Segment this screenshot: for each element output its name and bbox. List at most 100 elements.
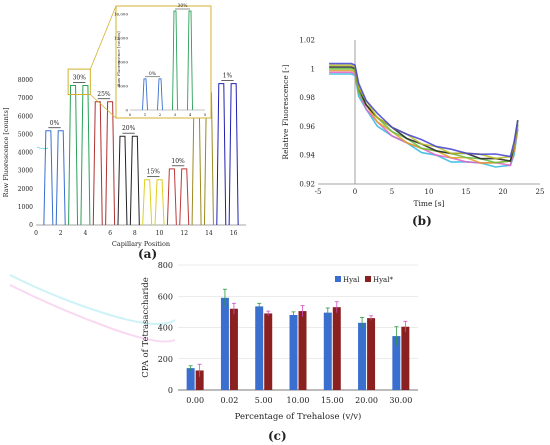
panel-a-inset-x-tick-2: 2	[159, 112, 162, 117]
panel-a-y-tick-5000: 5000	[18, 131, 33, 138]
panel-a-x-tick-16: 16	[230, 230, 238, 237]
panel-a-peak-label-1: 30%	[73, 74, 87, 81]
panel-b-y-tick-1: 0.94	[299, 152, 315, 160]
panel-b-trace-6	[329, 62, 519, 158]
panel-c-x-tick-6: 30.00	[389, 396, 412, 405]
panel-a-y-tick-1000: 1000	[18, 204, 33, 211]
panel-a-inset-y-tick-0: 0	[125, 108, 128, 113]
panel-a-inset-y-label: Raw Fluorescence [counts]	[116, 31, 121, 87]
panel-c-label: (c)	[268, 429, 287, 443]
panel-a-inset-peak-label-0: 0%	[149, 71, 157, 77]
panel-a-y-tick-8000: 8000	[18, 77, 33, 84]
panel-a-inset-x-tick-1: 1	[144, 112, 147, 117]
panel-a-x-tick-6: 6	[108, 230, 112, 237]
panel-c-y-label: CPA of Tetrasaccharide	[141, 277, 151, 378]
panel-b-x-tick--5: -5	[315, 188, 322, 196]
panel-c-bar-Hyal-6	[392, 336, 401, 390]
panel-c-y-tick-0: 0	[168, 386, 173, 395]
panel-c-bar-Hyal-1	[220, 297, 229, 390]
panel-b-x-tick-0: 0	[353, 188, 357, 196]
panel-a-y-label: Raw Fluorescence [counts]	[2, 108, 10, 198]
panel-c-legend-swatch-0	[335, 276, 341, 282]
panel-c-bar-Hyal-0	[186, 368, 195, 390]
panel-b-x-tick-15: 15	[462, 188, 471, 196]
panel-a-peak-label-7: 1%	[223, 73, 233, 80]
panel-a-inset-x-tick-0: 0	[129, 112, 132, 117]
panel-a-y-tick-3000: 3000	[18, 168, 33, 175]
panel-a-inset-y-tick-4: 16,000	[114, 12, 128, 17]
panel-b-y-tick-0: 0.92	[299, 181, 315, 189]
panel-a-peak-label-2: 25%	[97, 91, 111, 98]
panel-a-y-tick-6000: 6000	[18, 113, 33, 120]
panel-b-chart: -5 0 5 10 15 20 25 0.92 0.94 0.96 0.98 1 1.02 Time [s…	[281, 37, 544, 209]
panel-c-y-tick-400: 400	[158, 324, 173, 333]
panel-c-bg-trace-1	[9, 274, 176, 325]
panel-c-chart: 0 200 400 600 800 Percentage of Trehalose (v/…	[9, 261, 418, 422]
panel-a-peak-label-5: 10%	[171, 158, 185, 165]
panel-a-highlight-box	[67, 68, 91, 95]
panel-b-y-tick-5: 1.02	[299, 37, 315, 45]
panel-a-peak-5	[166, 168, 190, 226]
panel-c-x-label: Percentage of Trehalose (v/v)	[235, 411, 362, 422]
panel-a-x-tick-0: 0	[34, 230, 38, 237]
panel-a-peak-2	[92, 101, 116, 226]
panel-a-inset-frame	[115, 5, 212, 119]
panel-a-x-tick-2: 2	[59, 230, 63, 237]
panel-a-inset-connector-top	[89, 5, 117, 70]
panel-b-label: (b)	[412, 214, 432, 228]
panel-a-peak-1	[68, 84, 91, 226]
panel-c-x-tick-5: 20.00	[355, 396, 378, 405]
panel-b-y-tick-3: 0.98	[299, 94, 315, 102]
panel-a-inset-x-tick-4: 4	[189, 112, 192, 117]
panel-b-y-tick-4: 1	[311, 65, 315, 73]
panel-b-y-tick-2: 0.96	[299, 123, 315, 131]
panel-c-bg-trace-2	[9, 284, 176, 343]
panel-a-x-tick-4: 4	[83, 230, 87, 237]
panel-c-x-tick-3: 10.00	[287, 396, 310, 405]
panel-a-inset-x-tick-3: 3	[174, 112, 177, 117]
panel-b-x-label: Time [s]	[413, 199, 444, 208]
panel-c-bar-Hyalstar-6	[401, 326, 410, 390]
panel-c-bar-Hyal-5	[358, 322, 367, 390]
panel-a-y-tick-0: 0	[29, 222, 33, 229]
panel-a-inset-peak-0	[142, 78, 163, 111]
panel-c-bar-Hyal-4	[323, 312, 332, 390]
panel-a-x-tick-8: 8	[133, 230, 137, 237]
panel-c-bar-Hyalstar-5	[367, 318, 376, 390]
panel-c-y-tick-200: 200	[158, 355, 173, 364]
panel-c-y-tick-800: 800	[158, 261, 173, 270]
panel-c-legend-label-1: Hyal*	[373, 276, 393, 284]
panel-a-y-tick-2000: 2000	[18, 186, 33, 193]
panel-a-peak-7	[216, 83, 239, 226]
panel-a-y-tick-4000: 4000	[18, 150, 33, 157]
panel-c-bar-Hyalstar-3	[298, 311, 307, 390]
panel-a-x-label: Capillary Position	[112, 240, 170, 248]
panel-a-peak-3	[117, 135, 140, 226]
panel-c-x-tick-1: 0.02	[221, 396, 239, 405]
panel-b-x-tick-25: 25	[536, 188, 545, 196]
panel-c-bar-Hyalstar-2	[264, 313, 273, 390]
panel-a-inset-x-tick-5: 5	[204, 112, 207, 117]
panel-a-x-tick-12: 12	[180, 230, 188, 237]
panel-c-x-tick-2: 5.00	[255, 396, 273, 405]
panel-a-peak-0	[43, 130, 66, 226]
panel-b-x-tick-5: 5	[390, 188, 394, 196]
panel-c-legend-label-0: Hyal	[343, 276, 360, 284]
panel-a-x-tick-10: 10	[156, 230, 164, 237]
panel-a-inset-connector-bottom	[90, 94, 117, 119]
panel-a-inset-y-tick-3: 12,000	[114, 36, 128, 41]
panel-b-x-tick-20: 20	[499, 188, 508, 196]
panel-a-inset-y-tick-2: 8000	[118, 60, 129, 65]
panel-c-bar-Hyal-2	[255, 306, 264, 390]
panel-c-bar-Hyalstar-0	[195, 370, 204, 390]
panel-a-peak-label-0: 0%	[50, 120, 60, 127]
panel-a-x-tick-14: 14	[205, 230, 213, 237]
panel-c-bar-Hyal-3	[289, 315, 298, 390]
panel-a-inset-peak-label-1: 30%	[177, 3, 188, 9]
panel-b-x-tick-10: 10	[425, 188, 434, 196]
panel-a-baseline-trace	[36, 146, 49, 150]
panel-c-bar-Hyalstar-4	[332, 307, 341, 390]
panel-a-peak-4	[142, 179, 165, 226]
panel-b-y-label: Relative Fluorescence [-]	[281, 64, 290, 159]
